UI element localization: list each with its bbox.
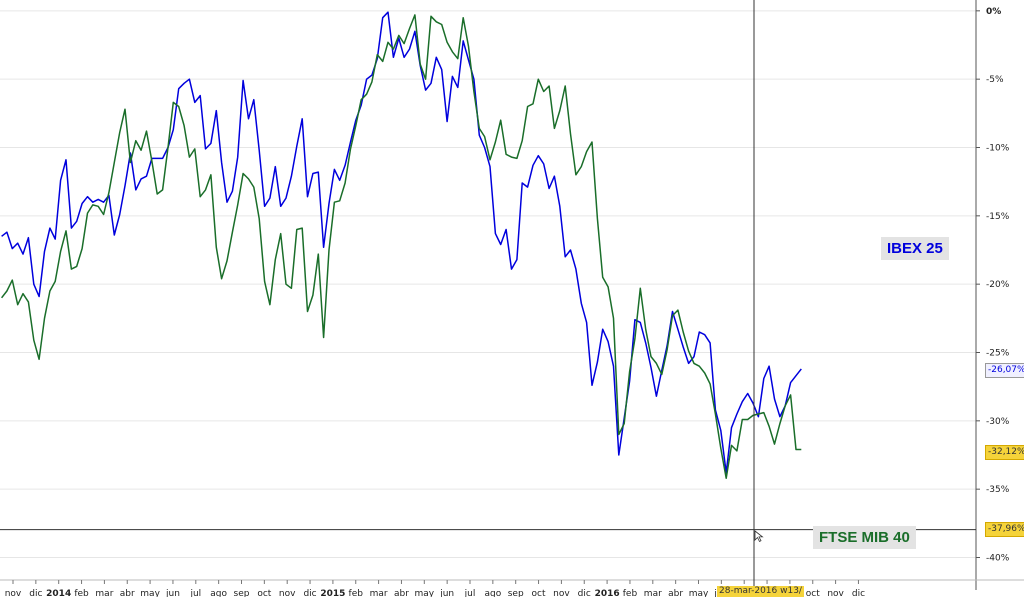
grid bbox=[0, 10, 976, 558]
y-tick-label: -15% bbox=[986, 212, 1010, 222]
crosshair-date-badge: 28-mar-2016 w13/ bbox=[717, 586, 804, 597]
y-tick-label: -25% bbox=[986, 349, 1010, 359]
x-tick-label: sep bbox=[234, 589, 250, 597]
x-tick-label: may bbox=[414, 589, 434, 597]
x-tick-label: mar bbox=[95, 589, 113, 597]
y-tick-label: -20% bbox=[986, 280, 1010, 290]
legend-ftse: FTSE MIB 40 bbox=[813, 526, 916, 549]
x-tick-label: dic bbox=[852, 589, 865, 597]
x-tick-label: jun bbox=[165, 589, 180, 597]
x-tick-label: jun bbox=[439, 589, 454, 597]
x-tick-label: nov bbox=[279, 589, 296, 597]
y-tick-label: -35% bbox=[986, 485, 1010, 495]
x-tick-label: sep bbox=[508, 589, 524, 597]
y-tick-label: 0% bbox=[986, 7, 1001, 17]
cursor-icon bbox=[754, 530, 764, 543]
x-tick-label: abr bbox=[668, 589, 683, 597]
x-tick-label: mar bbox=[370, 589, 388, 597]
crosshair-value-badge: -37,96% bbox=[985, 522, 1024, 537]
x-tick-label: ago bbox=[210, 589, 227, 597]
x-tick-label: feb bbox=[74, 589, 89, 597]
x-tick-label: feb bbox=[349, 589, 364, 597]
y-tick-label: -10% bbox=[986, 144, 1010, 154]
x-tick-label: nov bbox=[5, 589, 22, 597]
x-tick-label: oct bbox=[532, 589, 546, 597]
x-tick-label: 2015 bbox=[320, 589, 345, 597]
x-tick-label: dic bbox=[29, 589, 42, 597]
x-axis-ticks: nov dic 2014 feb mar abr may jun jul ago sep oct nov… bbox=[0, 579, 1024, 597]
series-lines bbox=[1, 11, 802, 479]
x-tick-label: 2016 bbox=[595, 589, 620, 597]
ftse-last-value-badge: -32,12% bbox=[985, 445, 1024, 460]
x-tick-label: ago bbox=[484, 589, 501, 597]
crosshair bbox=[0, 0, 976, 586]
x-tick-label: 2014 bbox=[46, 589, 71, 597]
series-line-ibex bbox=[1, 11, 802, 474]
ibex-last-value-badge: -26,07% bbox=[985, 363, 1024, 378]
y-tick-label: -5% bbox=[986, 75, 1004, 85]
y-axis-ticks: 0% -5% -10% -15% -20% -25% -30% -35% -40% bbox=[975, 0, 1010, 590]
series-line-ftse bbox=[1, 14, 802, 479]
x-tick-label: oct bbox=[806, 589, 820, 597]
x-tick-label: abr bbox=[394, 589, 409, 597]
x-tick-label: nov bbox=[827, 589, 844, 597]
x-tick-label: dic bbox=[578, 589, 591, 597]
x-tick-label: oct bbox=[257, 589, 271, 597]
x-tick-label: feb bbox=[623, 589, 638, 597]
legend-ibex: IBEX 25 bbox=[881, 237, 949, 260]
y-tick-label: -30% bbox=[986, 417, 1010, 427]
y-tick-label: -40% bbox=[986, 554, 1010, 564]
x-tick-label: may bbox=[140, 589, 160, 597]
x-tick-label: dic bbox=[303, 589, 316, 597]
x-tick-label: jul bbox=[464, 589, 476, 597]
x-tick-label: nov bbox=[553, 589, 570, 597]
x-tick-label: abr bbox=[120, 589, 135, 597]
x-tick-label: mar bbox=[644, 589, 662, 597]
x-tick-label: may bbox=[689, 589, 709, 597]
x-tick-label: jul bbox=[189, 589, 201, 597]
